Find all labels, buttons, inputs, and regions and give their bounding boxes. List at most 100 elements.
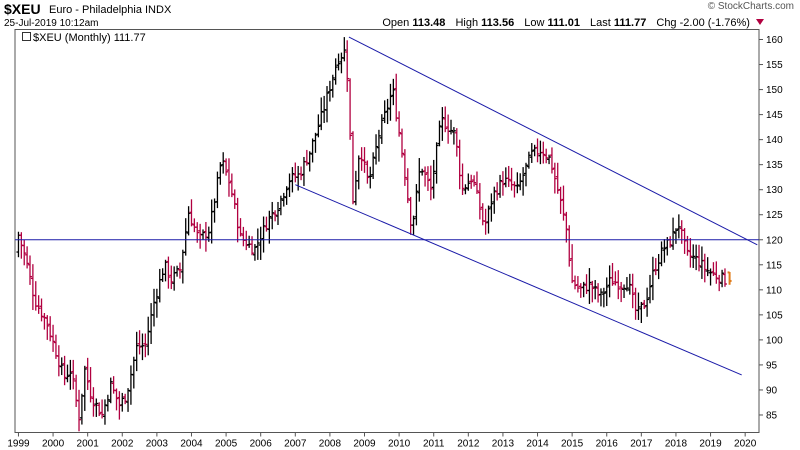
price-bar	[307, 151, 312, 172]
x-tick-label: 2009	[353, 439, 376, 450]
price-bar	[250, 236, 255, 256]
price-bar	[299, 166, 304, 181]
y-tick-label: 100	[766, 335, 783, 346]
price-bar	[408, 196, 413, 235]
price-bar	[316, 114, 321, 138]
price-bar	[405, 168, 410, 204]
price-bar	[71, 359, 76, 390]
trendline	[348, 36, 758, 246]
price-bar	[619, 281, 624, 303]
x-tick-label: 1999	[7, 439, 30, 450]
price-bar	[702, 253, 707, 283]
x-tick-label: 2001	[77, 439, 100, 450]
price-bar	[273, 210, 278, 222]
y-tick-label: 90	[766, 385, 778, 396]
price-bar	[42, 313, 47, 330]
price-bar	[293, 162, 298, 183]
price-bar	[319, 97, 324, 131]
price-bar	[100, 399, 105, 419]
price-bar	[379, 114, 384, 144]
price-bar	[336, 53, 341, 71]
price-bar	[154, 288, 159, 318]
y-tick-label: 125	[766, 210, 783, 221]
checkbox-icon	[22, 32, 31, 41]
price-bar	[123, 393, 128, 405]
price-bar	[359, 147, 364, 171]
last-price-bar	[727, 271, 732, 285]
x-tick-label: 2008	[319, 439, 342, 450]
x-tick-label: 2015	[561, 439, 584, 450]
x-tick-label: 2013	[492, 439, 515, 450]
price-bar	[30, 264, 35, 311]
down-arrow-icon	[756, 19, 764, 25]
price-bar	[414, 184, 419, 226]
low-value: 111.01	[547, 17, 580, 29]
price-bar	[642, 299, 647, 310]
price-bar	[526, 151, 531, 169]
price-bar	[425, 166, 430, 191]
price-bar	[633, 287, 638, 320]
price-bar	[486, 205, 491, 234]
price-bar	[521, 167, 526, 196]
legend-label: $XEU (Monthly) 111.77	[33, 32, 146, 44]
x-tick-label: 2014	[526, 439, 549, 450]
price-bar	[368, 166, 373, 189]
price-bar	[564, 211, 569, 243]
price-bar	[523, 162, 528, 187]
price-bar	[163, 259, 168, 282]
price-bar	[561, 185, 566, 221]
y-tick-label: 120	[766, 235, 783, 246]
x-tick-label: 2010	[388, 439, 411, 450]
price-bar	[261, 216, 266, 253]
price-bar	[325, 86, 330, 123]
price-bar	[226, 158, 231, 197]
last-label: Last	[590, 17, 611, 29]
price-bar	[177, 262, 182, 279]
price-bars	[16, 37, 732, 432]
price-bar	[342, 37, 347, 62]
x-tick-label: 2011	[423, 439, 445, 450]
price-bar	[68, 359, 73, 390]
price-bar	[333, 58, 338, 85]
x-tick-label: 2020	[734, 439, 757, 450]
price-bar	[512, 181, 517, 198]
price-bar	[327, 80, 332, 102]
price-bar	[391, 78, 396, 106]
price-bar	[622, 284, 627, 299]
x-tick-label: 2004	[180, 439, 203, 450]
y-tick-label: 95	[766, 360, 778, 371]
price-bar	[169, 265, 174, 290]
price-bar	[434, 142, 439, 184]
price-bar	[598, 288, 603, 307]
price-bar	[463, 184, 468, 195]
price-bar	[399, 128, 404, 158]
price-bar	[371, 152, 376, 180]
price-bar	[62, 355, 67, 386]
price-bar	[224, 158, 229, 176]
price-bar	[146, 316, 151, 356]
price-bar	[495, 182, 500, 201]
price-bar	[229, 173, 234, 198]
y-tick-label: 85	[766, 410, 778, 421]
price-bar	[440, 107, 445, 141]
price-bar	[376, 129, 381, 162]
price-bar	[238, 218, 243, 237]
price-bar	[457, 139, 462, 190]
price-bar	[290, 167, 295, 193]
legend: $XEU (Monthly) 111.77	[20, 32, 148, 44]
price-bar	[149, 303, 154, 344]
price-bar	[454, 128, 459, 157]
price-bar	[137, 330, 142, 355]
x-tick-label: 2016	[596, 439, 619, 450]
price-bar	[128, 365, 133, 405]
price-bar	[443, 106, 448, 133]
x-axis: 1999 2000 2001 2002 2003 2004 2005 2006 2007 2008…	[7, 432, 757, 450]
price-bar	[180, 249, 185, 284]
price-bar	[549, 147, 554, 174]
price-bar	[241, 226, 246, 247]
price-bar	[688, 238, 693, 268]
chg-label: Chg	[656, 17, 677, 29]
price-bar	[472, 175, 477, 187]
price-bar	[547, 154, 552, 165]
